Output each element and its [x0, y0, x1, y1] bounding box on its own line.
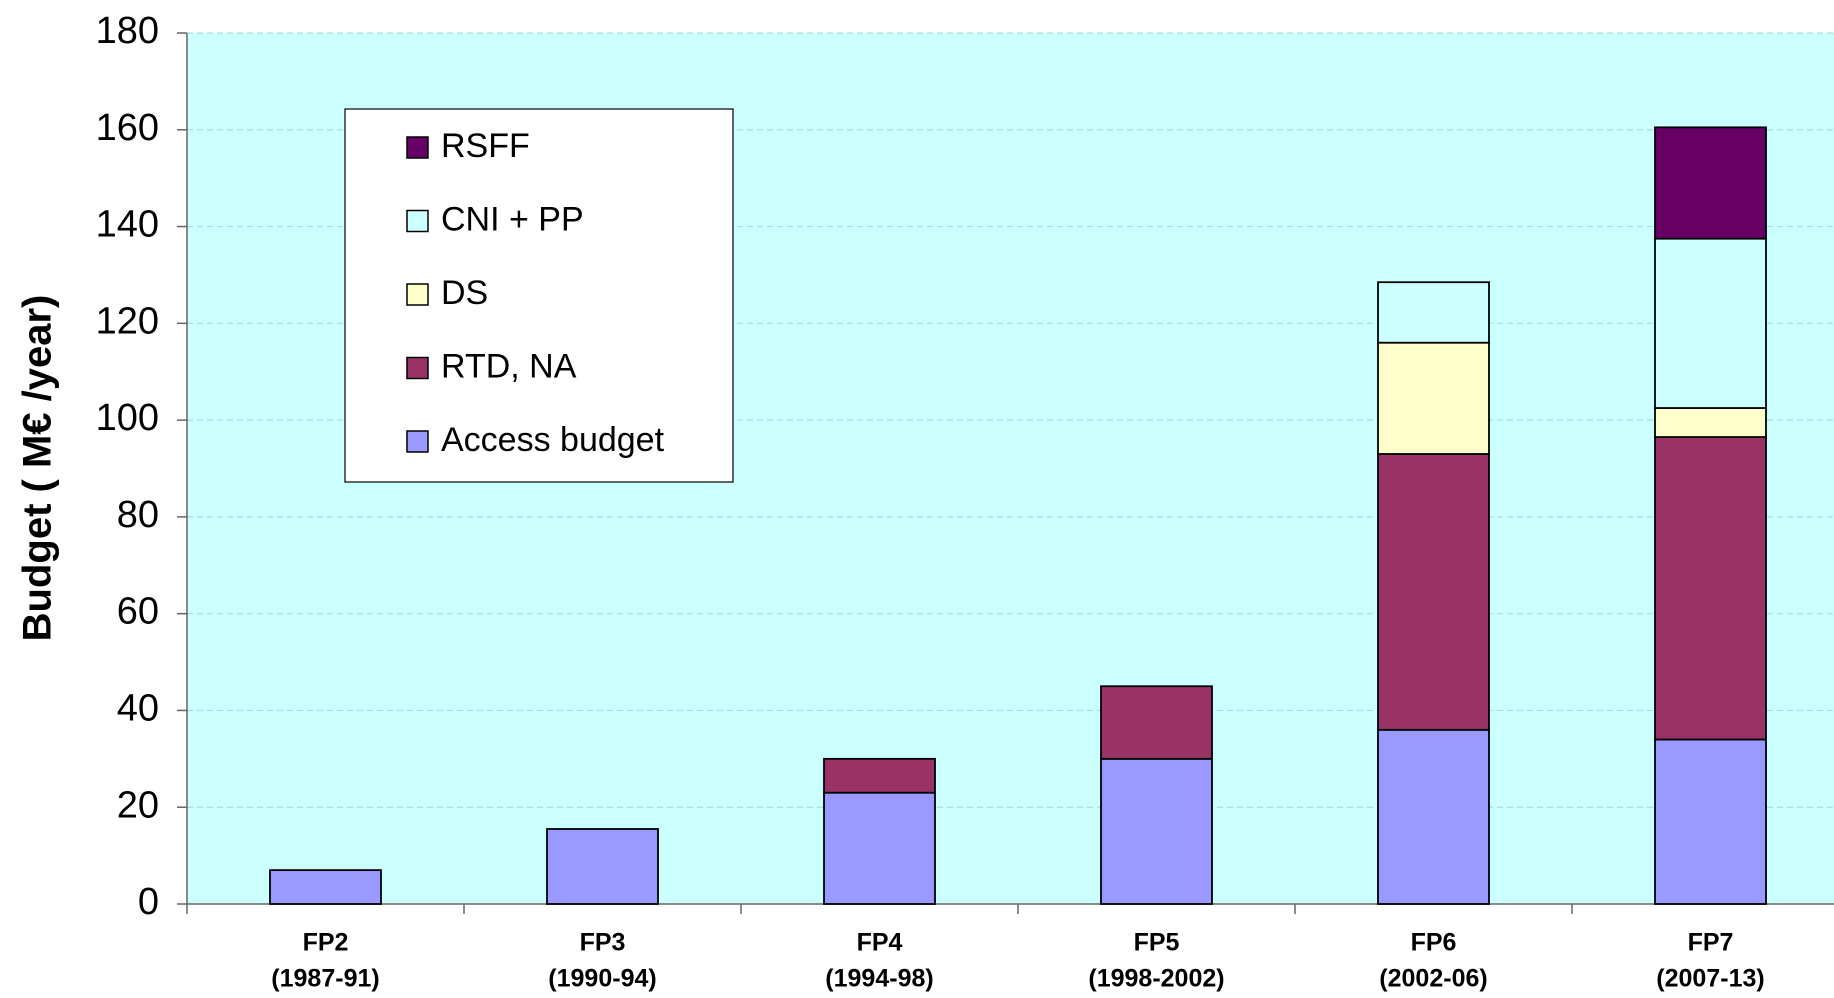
- legend-label: CNI + PP: [441, 200, 584, 238]
- bar-segment: [1654, 126, 1767, 240]
- x-tick-label: (1990-94): [548, 965, 656, 993]
- bar-segment: [546, 828, 659, 905]
- bar-segment: [1377, 453, 1490, 731]
- bar-segment: [269, 869, 382, 905]
- legend-swatch: [406, 136, 429, 159]
- legend-swatch: [406, 283, 429, 306]
- x-tick-label: (2002-06): [1379, 965, 1487, 993]
- x-tick-label: FP4: [857, 929, 903, 957]
- x-tick-label: FP6: [1411, 929, 1457, 957]
- legend-label: RSFF: [441, 127, 530, 165]
- x-tick-label: (1987-91): [271, 965, 379, 993]
- y-tick-label: 180: [96, 10, 159, 52]
- legend-swatch: [406, 356, 429, 380]
- x-tick-label: FP3: [580, 929, 626, 957]
- legend-label: DS: [441, 274, 488, 312]
- x-tick-label: FP5: [1134, 929, 1180, 957]
- legend-swatch: [406, 209, 429, 233]
- y-tick-label: 40: [117, 687, 159, 729]
- y-tick-label: 140: [96, 204, 159, 246]
- bar-segment: [1654, 738, 1767, 905]
- bar-segment: [1100, 757, 1213, 905]
- bar-segment: [1654, 407, 1767, 438]
- legend-label: RTD, NA: [441, 347, 577, 385]
- bar-segment: [1654, 436, 1767, 741]
- legend-label: Access budget: [441, 421, 665, 459]
- x-tick-label: FP7: [1688, 929, 1734, 957]
- y-tick-label: 100: [96, 397, 159, 439]
- x-tick-label: (2007-13): [1656, 965, 1764, 993]
- bar-segment: [823, 791, 936, 905]
- bar-segment: [1100, 685, 1213, 760]
- bar-segment: [1377, 341, 1490, 455]
- y-tick-label: 160: [96, 107, 159, 149]
- y-tick-label: 20: [117, 784, 159, 826]
- bar-segment: [1654, 237, 1767, 409]
- x-tick-label: (1994-98): [825, 965, 933, 993]
- x-tick-label: FP2: [303, 929, 349, 957]
- x-tick-label: (1998-2002): [1088, 965, 1224, 993]
- y-axis-label: Budget ( M€ /year): [16, 295, 60, 642]
- bar-segment: [1377, 281, 1490, 344]
- y-tick-label: 0: [138, 881, 159, 923]
- y-tick-label: 60: [117, 591, 159, 633]
- y-tick-label: 80: [117, 494, 159, 536]
- bar-segment: [823, 757, 936, 794]
- bar-segment: [1377, 728, 1490, 905]
- legend-swatch: [406, 430, 429, 453]
- y-tick-label: 120: [96, 300, 159, 342]
